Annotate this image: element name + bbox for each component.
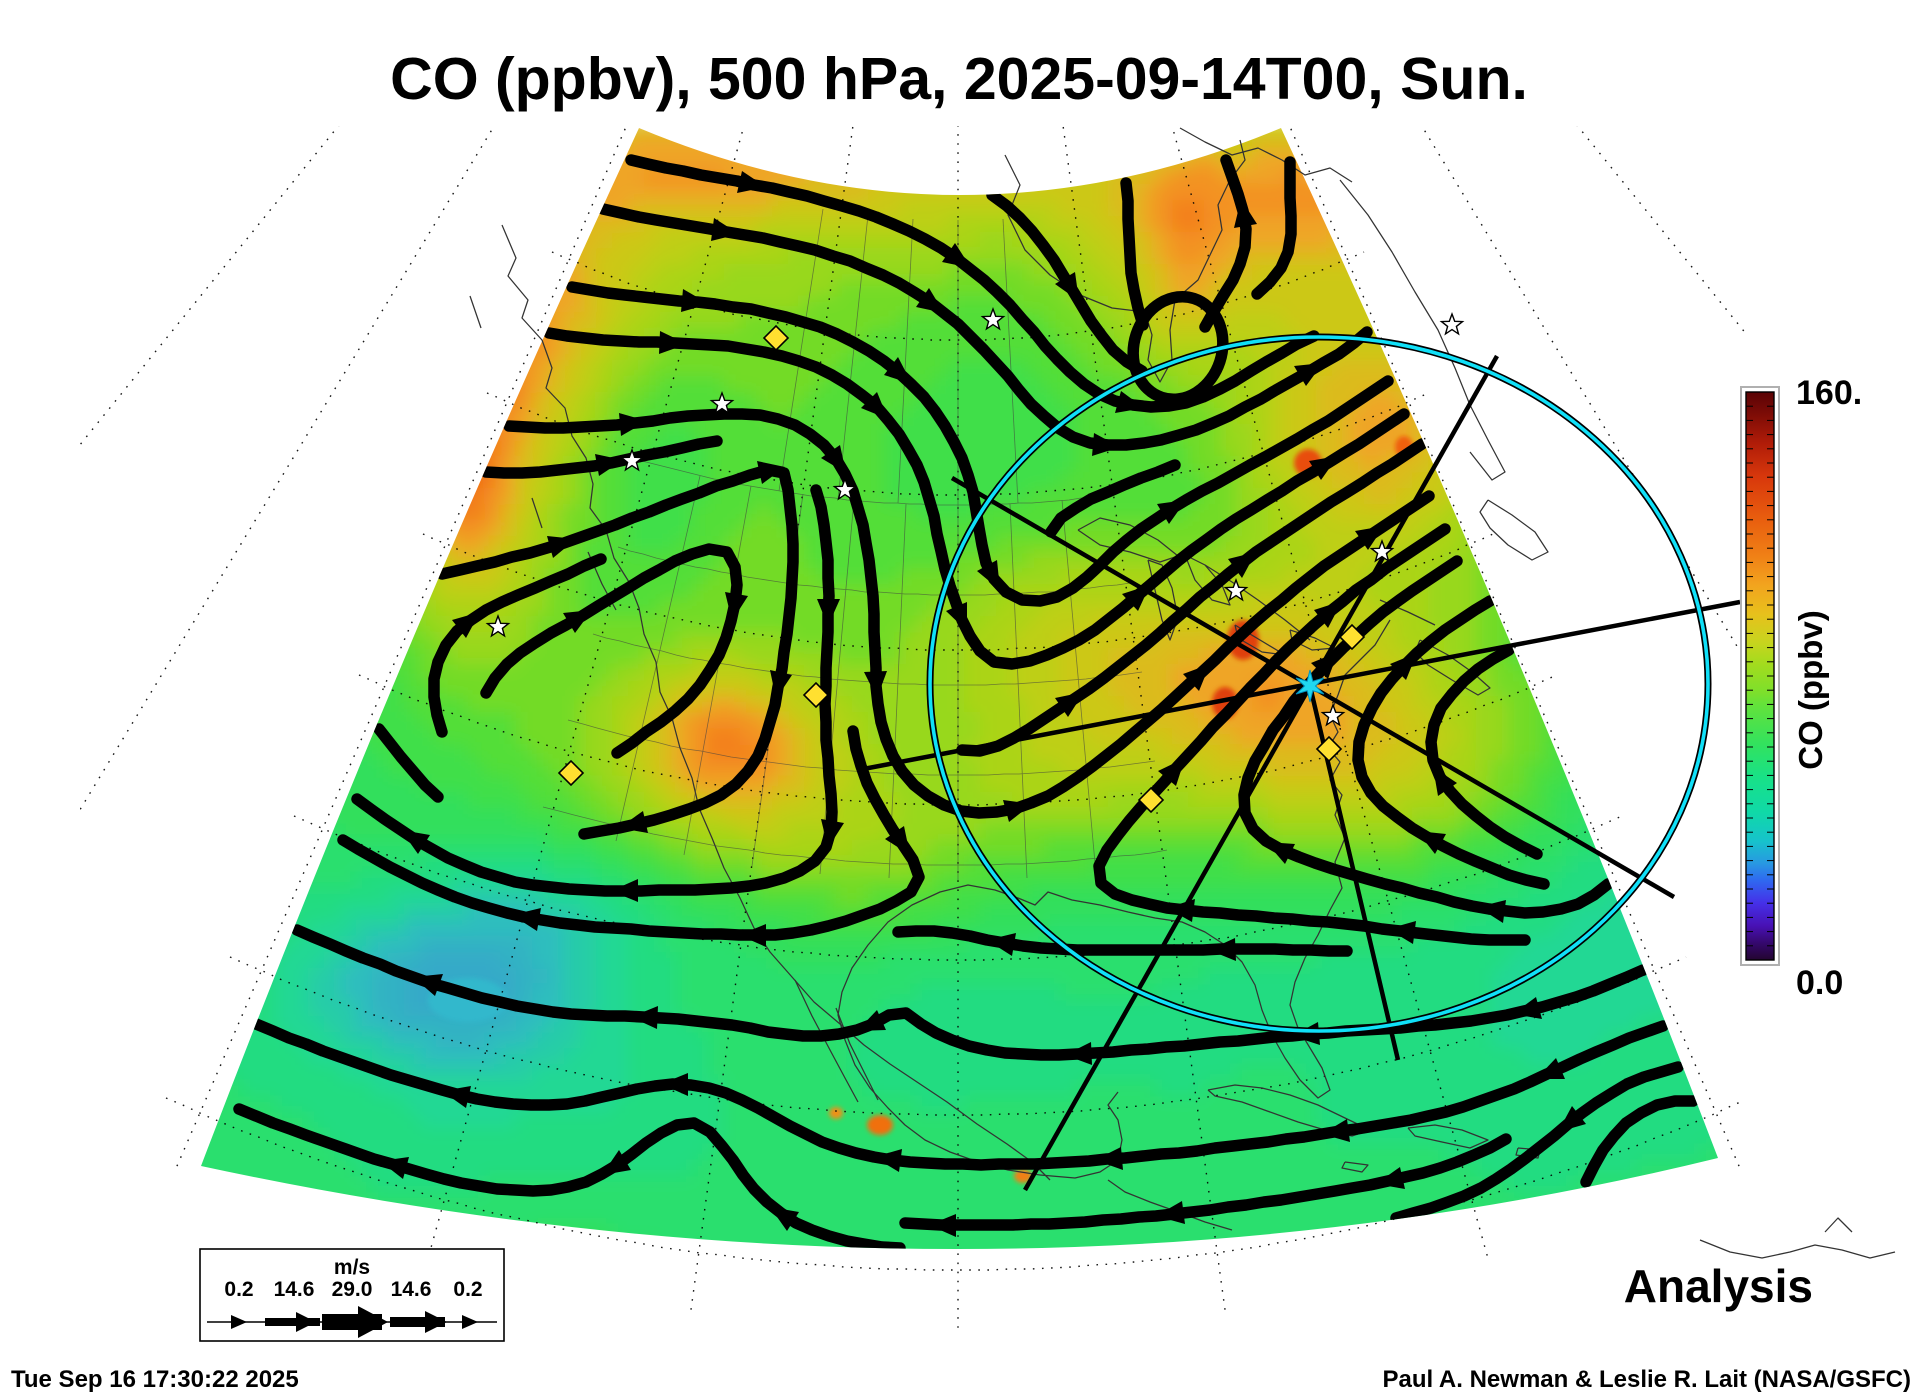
svg-text:CO (ppbv): CO (ppbv) — [1792, 610, 1829, 769]
svg-text:14.6: 14.6 — [274, 1278, 315, 1301]
svg-text:Tue Sep 16 17:30:22 2025: Tue Sep 16 17:30:22 2025 — [11, 1366, 299, 1393]
svg-text:0.2: 0.2 — [224, 1278, 253, 1301]
svg-text:m/s: m/s — [334, 1256, 370, 1279]
svg-text:Analysis: Analysis — [1624, 1260, 1813, 1312]
svg-text:160.: 160. — [1796, 374, 1862, 412]
svg-text:14.6: 14.6 — [391, 1278, 432, 1301]
svg-text:Paul A. Newman & Leslie R. Lai: Paul A. Newman & Leslie R. Lait (NASA/GS… — [1382, 1366, 1911, 1393]
svg-text:CO (ppbv), 500 hPa, 2025-09-14: CO (ppbv), 500 hPa, 2025-09-14T00, Sun. — [390, 46, 1528, 112]
svg-text:29.0: 29.0 — [332, 1278, 373, 1301]
svg-text:0.2: 0.2 — [453, 1278, 482, 1301]
svg-text:0.0: 0.0 — [1796, 964, 1843, 1002]
